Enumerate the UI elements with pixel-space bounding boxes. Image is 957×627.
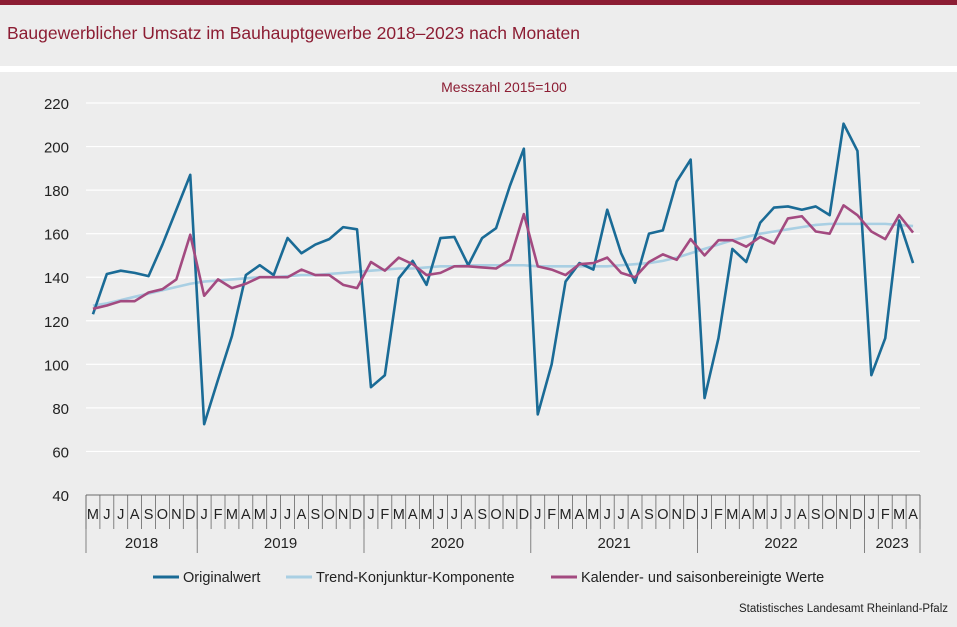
year-label: 2019 [264, 535, 297, 552]
month-label: J [117, 507, 124, 523]
y-tick-label: 160 [44, 227, 69, 244]
month-label: M [560, 507, 572, 523]
month-label: A [575, 507, 585, 523]
y-tick-label: 80 [52, 401, 69, 418]
month-label: O [657, 507, 668, 523]
month-label: M [393, 507, 405, 523]
page-title: Baugewerblicher Umsatz im Bauhauptgewerb… [7, 23, 581, 43]
month-label: A [408, 507, 418, 523]
y-tick-label: 180 [44, 183, 69, 200]
month-label: J [701, 507, 708, 523]
month-label: J [604, 507, 611, 523]
month-label: S [644, 507, 654, 523]
month-label: M [754, 507, 766, 523]
month-label: A [297, 507, 307, 523]
month-label: A [741, 507, 751, 523]
month-label: J [534, 507, 541, 523]
month-label: J [784, 507, 791, 523]
month-label: J [103, 507, 110, 523]
month-label: M [87, 507, 99, 523]
month-label: F [547, 507, 556, 523]
month-label: S [311, 507, 321, 523]
month-label: J [437, 507, 444, 523]
y-tick-label: 60 [52, 444, 69, 461]
month-label: A [797, 507, 807, 523]
month-label: M [726, 507, 738, 523]
month-label: M [254, 507, 266, 523]
year-label: 2018 [125, 535, 158, 552]
y-tick-label: 40 [52, 488, 69, 505]
month-label: S [477, 507, 487, 523]
month-label: J [201, 507, 208, 523]
year-label: 2020 [431, 535, 464, 552]
month-label: F [214, 507, 223, 523]
gridlines [86, 102, 920, 496]
y-tick-label: 200 [44, 140, 69, 157]
legend-label: Kalender- und saisonbereinigte Werte [581, 570, 824, 586]
month-label: A [241, 507, 251, 523]
month-label: N [338, 507, 348, 523]
month-label: O [324, 507, 335, 523]
legend-label: Originalwert [183, 570, 260, 586]
month-label: F [881, 507, 890, 523]
month-label: S [811, 507, 821, 523]
month-label: J [367, 507, 374, 523]
month-label: O [824, 507, 835, 523]
month-label: A [630, 507, 640, 523]
month-label: A [463, 507, 473, 523]
month-label: D [685, 507, 695, 523]
month-label: O [490, 507, 501, 523]
month-label: M [226, 507, 238, 523]
month-label: J [618, 507, 625, 523]
legend-label: Trend-Konjunktur-Komponente [316, 570, 515, 586]
month-label: F [714, 507, 723, 523]
source-note: Statistisches Landesamt Rheinland-Pfalz [738, 603, 948, 615]
chart-subtitle: Messzahl 2015=100 [441, 79, 567, 95]
month-label: J [451, 507, 458, 523]
title-separator [0, 66, 957, 72]
month-label: D [352, 507, 362, 523]
y-tick-label: 100 [44, 357, 69, 374]
y-tick-label: 140 [44, 270, 69, 287]
series-line-0 [91, 122, 915, 426]
month-label: F [380, 507, 389, 523]
month-label: D [852, 507, 862, 523]
year-label: 2022 [764, 535, 797, 552]
legend: Originalwert Trend-Konjunktur-Komponente K… [153, 570, 824, 586]
year-label: 2023 [876, 535, 909, 552]
top-accent-bar [0, 0, 957, 5]
month-label: J [868, 507, 875, 523]
y-axis: 40 60 80 100 120 140 160 180 200 220 [44, 96, 69, 505]
month-label: J [770, 507, 777, 523]
month-label: N [171, 507, 181, 523]
month-label: N [505, 507, 515, 523]
month-label: J [270, 507, 277, 523]
y-tick-label: 120 [44, 314, 69, 331]
month-label: A [130, 507, 140, 523]
month-label: A [908, 507, 918, 523]
month-label: D [519, 507, 529, 523]
month-label: S [144, 507, 154, 523]
month-label: M [893, 507, 905, 523]
y-tick-label: 220 [44, 96, 69, 113]
month-label: N [672, 507, 682, 523]
month-label: N [838, 507, 848, 523]
series-line-2 [92, 204, 915, 311]
month-label: M [587, 507, 599, 523]
month-label: O [157, 507, 168, 523]
series-lines [91, 122, 915, 426]
month-label: D [185, 507, 195, 523]
year-label: 2021 [598, 535, 631, 552]
month-label: M [421, 507, 433, 523]
month-label: J [284, 507, 291, 523]
